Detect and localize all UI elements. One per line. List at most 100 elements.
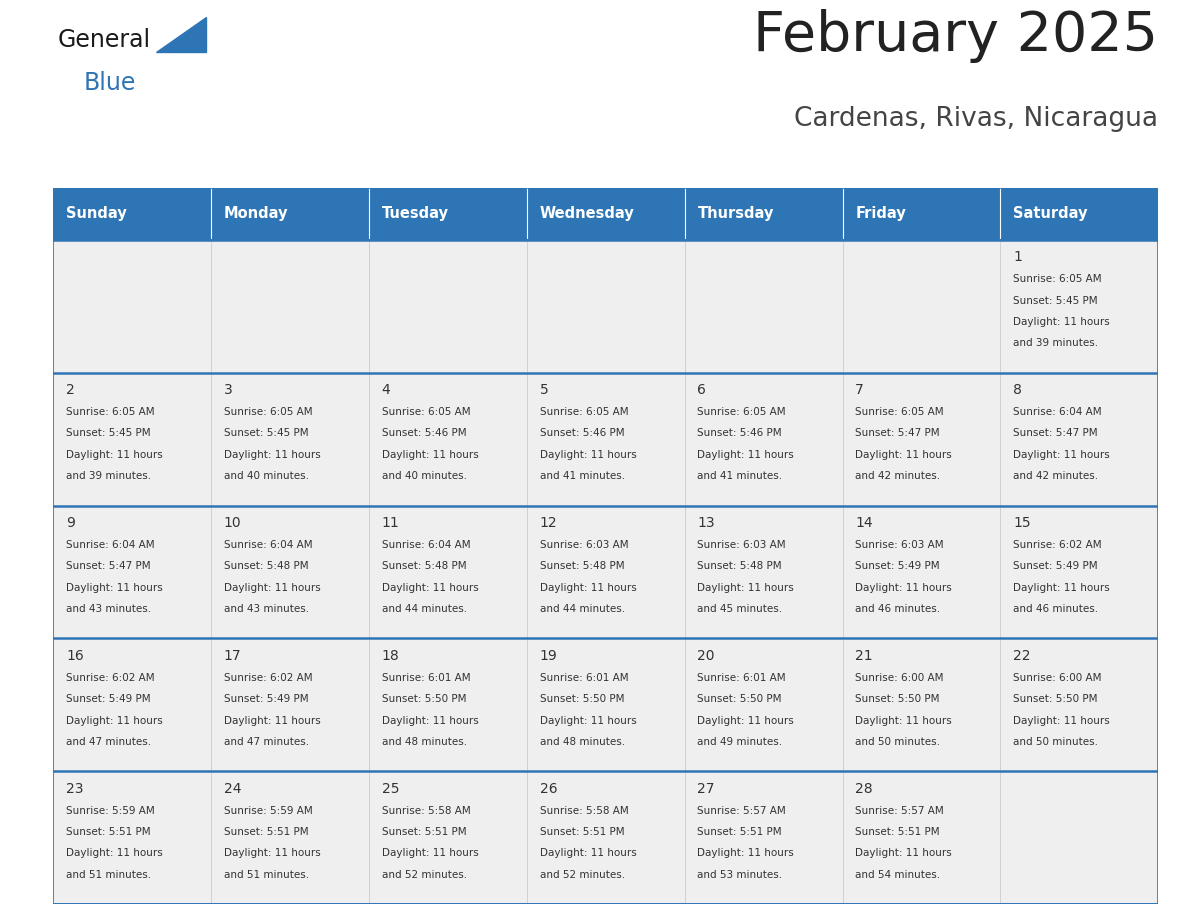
Bar <box>53 373 211 506</box>
Text: and 41 minutes.: and 41 minutes. <box>539 471 625 481</box>
Text: Sunset: 5:46 PM: Sunset: 5:46 PM <box>539 429 624 439</box>
Text: Daylight: 11 hours: Daylight: 11 hours <box>539 583 637 593</box>
Bar <box>527 638 684 771</box>
Bar <box>211 240 369 373</box>
Bar <box>1000 373 1158 506</box>
Text: and 40 minutes.: and 40 minutes. <box>381 471 467 481</box>
Bar <box>211 373 369 506</box>
Bar <box>53 771 211 904</box>
Text: Sunset: 5:46 PM: Sunset: 5:46 PM <box>381 429 467 439</box>
Bar <box>684 188 842 240</box>
Text: Sunset: 5:48 PM: Sunset: 5:48 PM <box>223 561 309 571</box>
Text: Tuesday: Tuesday <box>381 207 449 221</box>
Text: 20: 20 <box>697 649 715 663</box>
Text: Sunset: 5:50 PM: Sunset: 5:50 PM <box>855 694 940 704</box>
Text: Sunrise: 6:02 AM: Sunrise: 6:02 AM <box>67 673 154 683</box>
Bar <box>1000 506 1158 638</box>
Bar <box>211 506 369 638</box>
Text: 3: 3 <box>223 384 233 397</box>
Text: Daylight: 11 hours: Daylight: 11 hours <box>1013 715 1110 725</box>
Bar <box>684 240 842 373</box>
Bar <box>842 373 1000 506</box>
Text: February 2025: February 2025 <box>753 9 1158 63</box>
Text: and 51 minutes.: and 51 minutes. <box>223 869 309 879</box>
Text: 7: 7 <box>855 384 864 397</box>
Text: and 44 minutes.: and 44 minutes. <box>539 604 625 614</box>
Text: Cardenas, Rivas, Nicaragua: Cardenas, Rivas, Nicaragua <box>795 106 1158 132</box>
Bar <box>684 638 842 771</box>
Text: and 41 minutes.: and 41 minutes. <box>697 471 783 481</box>
Text: and 40 minutes.: and 40 minutes. <box>223 471 309 481</box>
Text: 27: 27 <box>697 782 715 796</box>
Text: Daylight: 11 hours: Daylight: 11 hours <box>1013 317 1110 327</box>
Text: 28: 28 <box>855 782 873 796</box>
Bar <box>684 373 842 506</box>
Text: and 47 minutes.: and 47 minutes. <box>67 737 151 746</box>
Bar <box>527 188 684 240</box>
Text: Sunrise: 6:03 AM: Sunrise: 6:03 AM <box>697 540 786 550</box>
Bar <box>369 373 527 506</box>
Text: Sunrise: 6:03 AM: Sunrise: 6:03 AM <box>855 540 944 550</box>
Text: Sunrise: 5:58 AM: Sunrise: 5:58 AM <box>539 806 628 816</box>
Text: and 46 minutes.: and 46 minutes. <box>1013 604 1098 614</box>
Text: Daylight: 11 hours: Daylight: 11 hours <box>381 848 479 858</box>
Text: and 54 minutes.: and 54 minutes. <box>855 869 941 879</box>
Text: General: General <box>57 28 151 52</box>
Text: 19: 19 <box>539 649 557 663</box>
Text: and 44 minutes.: and 44 minutes. <box>381 604 467 614</box>
Text: and 51 minutes.: and 51 minutes. <box>67 869 151 879</box>
Bar <box>1000 638 1158 771</box>
Text: Daylight: 11 hours: Daylight: 11 hours <box>381 583 479 593</box>
Text: Daylight: 11 hours: Daylight: 11 hours <box>67 450 163 460</box>
Text: Sunset: 5:49 PM: Sunset: 5:49 PM <box>855 561 940 571</box>
Text: Daylight: 11 hours: Daylight: 11 hours <box>855 583 952 593</box>
Text: Sunrise: 6:05 AM: Sunrise: 6:05 AM <box>67 408 154 417</box>
Text: Thursday: Thursday <box>697 207 773 221</box>
Bar <box>211 771 369 904</box>
Text: Sunrise: 5:58 AM: Sunrise: 5:58 AM <box>381 806 470 816</box>
Text: 10: 10 <box>223 516 241 531</box>
Text: 21: 21 <box>855 649 873 663</box>
Bar <box>211 188 369 240</box>
Text: Sunset: 5:47 PM: Sunset: 5:47 PM <box>67 561 151 571</box>
Bar <box>369 771 527 904</box>
Text: 6: 6 <box>697 384 707 397</box>
Text: Daylight: 11 hours: Daylight: 11 hours <box>223 848 321 858</box>
Text: 14: 14 <box>855 516 873 531</box>
Text: Sunset: 5:49 PM: Sunset: 5:49 PM <box>223 694 309 704</box>
Bar <box>684 771 842 904</box>
Text: Sunrise: 6:00 AM: Sunrise: 6:00 AM <box>1013 673 1101 683</box>
Bar <box>527 373 684 506</box>
Text: Daylight: 11 hours: Daylight: 11 hours <box>223 715 321 725</box>
Text: Daylight: 11 hours: Daylight: 11 hours <box>381 715 479 725</box>
Text: Sunset: 5:50 PM: Sunset: 5:50 PM <box>539 694 624 704</box>
Text: Sunset: 5:47 PM: Sunset: 5:47 PM <box>1013 429 1098 439</box>
Bar <box>842 506 1000 638</box>
Text: Sunset: 5:49 PM: Sunset: 5:49 PM <box>67 694 151 704</box>
Text: and 42 minutes.: and 42 minutes. <box>1013 471 1098 481</box>
Text: and 48 minutes.: and 48 minutes. <box>381 737 467 746</box>
Text: 13: 13 <box>697 516 715 531</box>
Text: Daylight: 11 hours: Daylight: 11 hours <box>697 715 794 725</box>
Text: Sunrise: 6:00 AM: Sunrise: 6:00 AM <box>855 673 943 683</box>
Text: Sunset: 5:45 PM: Sunset: 5:45 PM <box>223 429 309 439</box>
Text: Sunset: 5:45 PM: Sunset: 5:45 PM <box>1013 296 1098 306</box>
Text: Daylight: 11 hours: Daylight: 11 hours <box>855 450 952 460</box>
Text: Daylight: 11 hours: Daylight: 11 hours <box>697 583 794 593</box>
Text: 25: 25 <box>381 782 399 796</box>
Text: Sunset: 5:51 PM: Sunset: 5:51 PM <box>223 827 309 837</box>
Text: and 43 minutes.: and 43 minutes. <box>223 604 309 614</box>
Text: Daylight: 11 hours: Daylight: 11 hours <box>539 715 637 725</box>
Text: and 50 minutes.: and 50 minutes. <box>855 737 940 746</box>
Text: Sunrise: 6:01 AM: Sunrise: 6:01 AM <box>539 673 628 683</box>
Text: 17: 17 <box>223 649 241 663</box>
Bar <box>53 506 211 638</box>
Text: Sunrise: 5:59 AM: Sunrise: 5:59 AM <box>67 806 154 816</box>
Text: 15: 15 <box>1013 516 1031 531</box>
Text: and 39 minutes.: and 39 minutes. <box>1013 338 1098 348</box>
Text: and 48 minutes.: and 48 minutes. <box>539 737 625 746</box>
Text: Sunset: 5:46 PM: Sunset: 5:46 PM <box>697 429 782 439</box>
Text: Daylight: 11 hours: Daylight: 11 hours <box>539 450 637 460</box>
Text: Sunset: 5:48 PM: Sunset: 5:48 PM <box>697 561 782 571</box>
Bar <box>842 771 1000 904</box>
